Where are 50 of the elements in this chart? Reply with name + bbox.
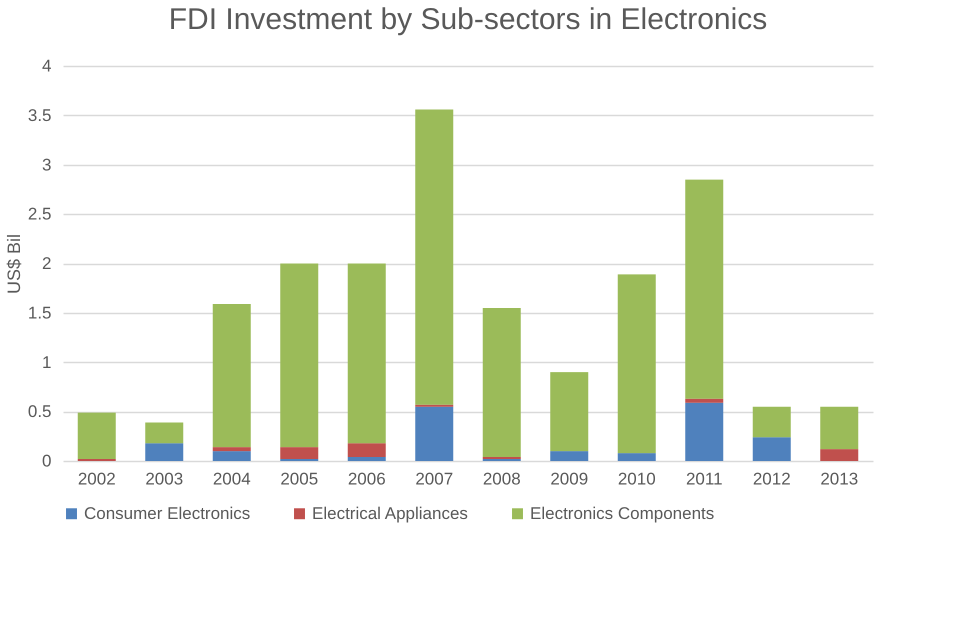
bar xyxy=(820,449,858,461)
x-tick-label: 2011 xyxy=(686,470,723,488)
bar xyxy=(145,422,184,444)
bar xyxy=(618,274,656,454)
x-tick-label: 2006 xyxy=(348,470,386,488)
bar xyxy=(415,406,454,461)
bar xyxy=(348,443,386,458)
bar xyxy=(348,457,386,461)
bar xyxy=(618,453,656,461)
bar xyxy=(348,264,386,444)
x-tick-label: 2009 xyxy=(550,470,588,488)
legend-label: Electrical Appliances xyxy=(312,504,468,523)
y-tick-label: 3 xyxy=(42,155,52,174)
y-tick-label: 0 xyxy=(42,452,52,470)
bar xyxy=(280,447,318,460)
bar xyxy=(482,308,521,458)
bar xyxy=(212,447,251,452)
bar xyxy=(685,180,724,399)
y-axis-title: US$ Bil xyxy=(4,234,24,294)
x-tick-label: 2003 xyxy=(145,470,184,488)
x-tick-label: 2004 xyxy=(212,470,251,488)
y-tick-label: 1 xyxy=(42,352,52,372)
y-tick-label: 1.5 xyxy=(28,303,52,322)
y-tick-label: 0.5 xyxy=(28,402,52,422)
bar xyxy=(550,372,588,452)
x-tick-label: 2002 xyxy=(78,470,116,488)
bar xyxy=(280,264,318,448)
x-tick-label: 2012 xyxy=(752,470,791,488)
bar xyxy=(212,304,251,448)
bar xyxy=(415,109,454,405)
bar xyxy=(212,451,251,461)
bar xyxy=(820,406,858,450)
y-tick-label: 4 xyxy=(42,56,52,76)
y-tick-label: 2.5 xyxy=(28,204,52,224)
x-tick-label: 2007 xyxy=(415,470,454,488)
bar xyxy=(550,451,588,461)
chart-title: FDI Investment by Sub-sectors in Electronics xyxy=(168,3,768,36)
bar xyxy=(78,412,116,460)
x-tick-label: 2005 xyxy=(280,470,318,488)
bar xyxy=(752,406,791,438)
x-tick-label: 2013 xyxy=(820,470,858,488)
legend-label: Consumer Electronics xyxy=(84,504,250,523)
bar xyxy=(685,402,724,461)
legend-label: Electronics Components xyxy=(530,504,714,523)
y-tick-label: 2 xyxy=(42,254,52,273)
bar xyxy=(145,443,184,461)
y-tick-label: 3.5 xyxy=(28,106,52,125)
x-tick-label: 2010 xyxy=(618,470,656,488)
bar xyxy=(752,437,791,461)
x-tick-label: 2008 xyxy=(482,470,521,488)
